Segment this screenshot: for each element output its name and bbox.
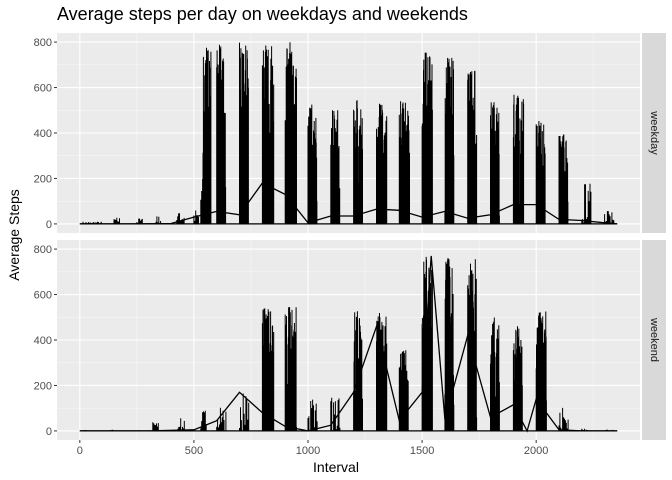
facet-strip xyxy=(642,240,666,440)
y-tick-label: 800 xyxy=(34,244,52,256)
y-tick-label: 0 xyxy=(46,426,52,438)
series-line xyxy=(79,255,618,433)
panel-weekend: 0 200 400 600 800 weekend xyxy=(34,240,666,440)
chart-title: Average steps per day on weekdays and we… xyxy=(57,4,468,24)
series-line xyxy=(79,182,618,225)
y-tick-label: 0 xyxy=(46,219,52,231)
y-tick-label: 400 xyxy=(34,128,52,140)
facet-label: weekend xyxy=(648,317,660,362)
x-tick-label: 2000 xyxy=(524,445,548,457)
x-tick-label: 1500 xyxy=(410,445,434,457)
facet-strip xyxy=(642,33,666,233)
x-tick-label: 500 xyxy=(185,445,203,457)
series-spikes xyxy=(82,42,615,224)
facet-label: weekday xyxy=(648,110,660,155)
panel-weekday: 0 200 400 600 800 weekday xyxy=(34,33,666,233)
x-tick-label: 1000 xyxy=(296,445,320,457)
y-tick-label: 400 xyxy=(34,335,52,347)
y-tick-label: 600 xyxy=(34,83,52,95)
y-tick-label: 800 xyxy=(34,37,52,49)
x-axis-label: Interval xyxy=(313,459,359,475)
y-tick-label: 200 xyxy=(34,173,52,185)
y-tick-label: 200 xyxy=(34,380,52,392)
x-tick-label: 0 xyxy=(77,445,83,457)
y-tick-label: 600 xyxy=(34,290,52,302)
